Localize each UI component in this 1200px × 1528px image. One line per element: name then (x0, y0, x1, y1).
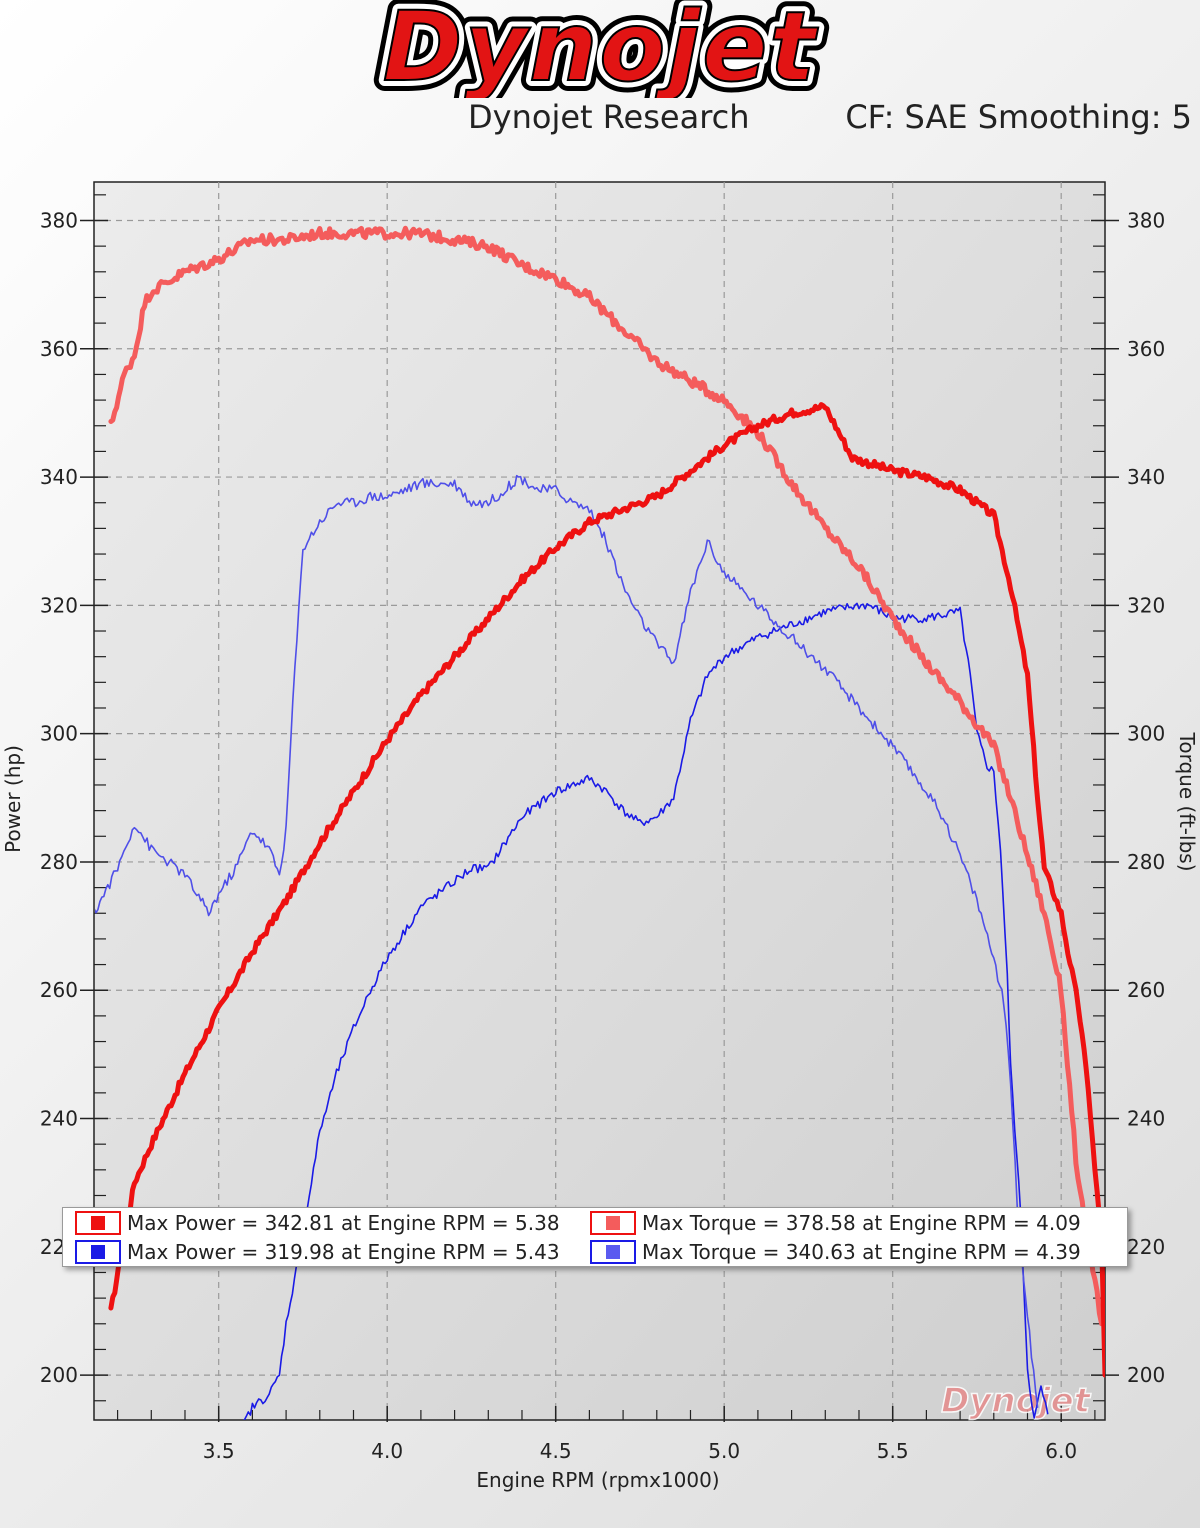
series-line-0 (108, 402, 1105, 1378)
y2-tick-label: 380 (1127, 208, 1165, 232)
svg-text:Dynojet: Dynojet (383, 0, 819, 98)
x-tick-label: 5.0 (708, 1439, 740, 1463)
y-tick-label: 320 (40, 593, 78, 617)
legend-swatch-power-run1 (75, 1210, 121, 1235)
legend-item-power-run1: Max Power = 342.81 at Engine RPM = 5.38 (75, 1208, 560, 1237)
x-tick-label: 4.5 (540, 1439, 572, 1463)
y-tick-label: 340 (40, 465, 78, 489)
y-axis-label: Power (hp) (1, 745, 25, 853)
y2-tick-label: 260 (1127, 978, 1165, 1002)
minor-ticks (80, 194, 1119, 1422)
legend-swatch-power-run2 (75, 1239, 121, 1264)
x-tick-label: 4.0 (371, 1439, 403, 1463)
header-correction-factor: CF: SAE Smoothing: 5 (845, 98, 1192, 136)
legend-label-power-run1: Max Power = 342.81 at Engine RPM = 5.38 (127, 1210, 560, 1235)
legend-item-power-run2: Max Power = 319.98 at Engine RPM = 5.43 (75, 1237, 560, 1266)
legend-label-power-run2: Max Power = 319.98 at Engine RPM = 5.43 (127, 1239, 560, 1264)
y-tick-label: 240 (40, 1107, 78, 1131)
legend: Max Power = 342.81 at Engine RPM = 5.38 … (62, 1207, 1128, 1267)
x-tick-label: 3.5 (203, 1439, 235, 1463)
y-tick-label: 300 (40, 722, 78, 746)
dynojet-logo: Dynojet Dynojet Dynojet (372, 0, 828, 98)
svg-text:Dynojet: Dynojet (383, 0, 819, 98)
dynojet-watermark: Dynojet (941, 1381, 1092, 1421)
legend-item-torque-run2: Max Torque = 340.63 at Engine RPM = 4.39 (590, 1237, 1081, 1266)
legend-label-torque-run2: Max Torque = 340.63 at Engine RPM = 4.39 (642, 1239, 1081, 1264)
header-title: Dynojet Research (468, 98, 750, 136)
legend-label-torque-run1: Max Torque = 378.58 at Engine RPM = 4.09 (642, 1210, 1081, 1235)
y-tick-label: 260 (40, 978, 78, 1002)
x-tick-label: 6.0 (1045, 1439, 1077, 1463)
svg-text:Dynojet: Dynojet (383, 0, 819, 98)
legend-item-torque-run1: Max Torque = 378.58 at Engine RPM = 4.09 (590, 1208, 1081, 1237)
y2-tick-label: 320 (1127, 593, 1165, 617)
y2-tick-label: 240 (1127, 1107, 1165, 1131)
legend-swatch-torque-run1 (590, 1210, 636, 1235)
y-tick-label: 360 (40, 337, 78, 361)
y2-tick-label: 200 (1127, 1363, 1165, 1387)
x-axis-label: Engine RPM (rpmx1000) (476, 1468, 719, 1492)
y2-tick-label: 340 (1127, 465, 1165, 489)
y-tick-label: 280 (40, 850, 78, 874)
y-tick-label: 200 (40, 1363, 78, 1387)
y2-axis-label: Torque (ft-lbs) (1175, 732, 1199, 872)
series-line-3 (95, 474, 1039, 1408)
y2-tick-label: 220 (1127, 1235, 1165, 1259)
y-tick-label: 380 (40, 208, 78, 232)
series-line-2 (243, 602, 1049, 1420)
y2-tick-label: 280 (1127, 850, 1165, 874)
legend-swatch-torque-run2 (590, 1239, 636, 1264)
x-tick-label: 5.5 (877, 1439, 909, 1463)
series-line-1 (108, 225, 1105, 1327)
y2-tick-label: 360 (1127, 337, 1165, 361)
series-layer (95, 225, 1105, 1420)
y2-tick-label: 300 (1127, 722, 1165, 746)
